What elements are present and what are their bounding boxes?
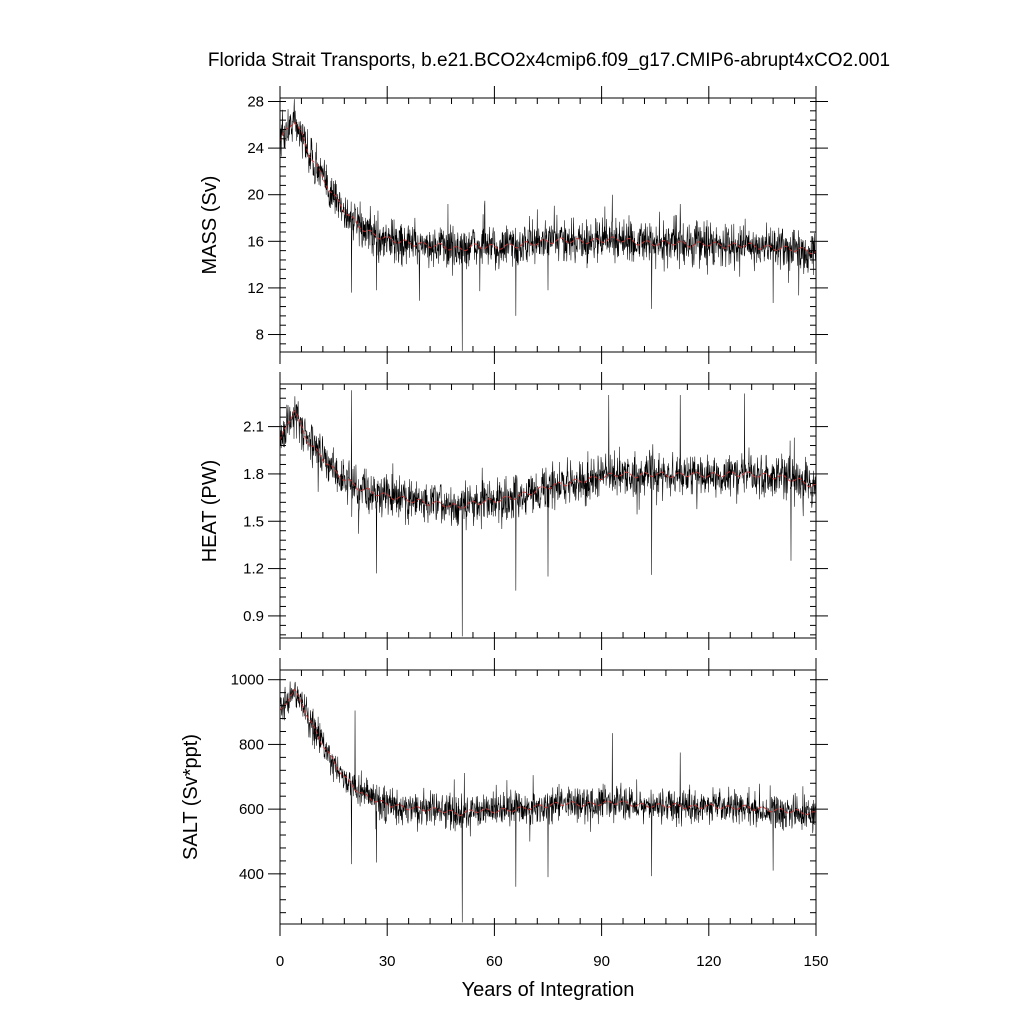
x-tick-label: 0 bbox=[276, 953, 284, 970]
heat-y-tick-label: 1.8 bbox=[243, 466, 264, 483]
heat-monthly-series bbox=[279, 390, 817, 637]
heat-y-tick-label: 1.2 bbox=[243, 561, 264, 578]
x-tick-label: 90 bbox=[593, 953, 610, 970]
salt-y-tick-label: 400 bbox=[239, 866, 264, 883]
x-tick-label: 120 bbox=[696, 953, 721, 970]
salt-panel: SALT (Sv*ppt) 400 600 800 1000 0 30 60 90 120 150 bbox=[180, 658, 829, 970]
mass-y-tick-label: 12 bbox=[247, 280, 264, 297]
x-tick-label: 60 bbox=[486, 953, 503, 970]
heat-panel: HEAT (PW) 0.9 1.2 1.5 1.8 2.1 bbox=[199, 372, 828, 650]
mass-y-tick-label: 20 bbox=[247, 187, 264, 204]
salt-annual-mean-series bbox=[279, 688, 817, 817]
x-tick-label: 30 bbox=[379, 953, 396, 970]
mass-y-axis-label: MASS (Sv) bbox=[199, 176, 221, 275]
salt-y-tick-label: 1000 bbox=[231, 672, 264, 689]
x-axis-label: Years of Integration bbox=[462, 979, 635, 1001]
mass-panel: MASS (Sv) 8 12 16 20 24 28 bbox=[199, 86, 828, 364]
salt-y-tick-label: 600 bbox=[239, 801, 264, 818]
salt-y-axis-label: SALT (Sv*ppt) bbox=[180, 734, 202, 860]
heat-annual-mean-series bbox=[279, 409, 817, 510]
heat-y-axis-label: HEAT (PW) bbox=[199, 460, 221, 563]
mass-y-tick-label: 16 bbox=[247, 233, 264, 250]
mass-y-tick-label: 28 bbox=[247, 93, 264, 110]
salt-monthly-series bbox=[279, 681, 817, 923]
x-tick-label: 150 bbox=[803, 953, 828, 970]
salt-plot-frame bbox=[279, 669, 817, 925]
salt-y-tick-label: 800 bbox=[239, 736, 264, 753]
mass-plot-frame bbox=[279, 97, 817, 353]
heat-plot-frame bbox=[279, 383, 817, 639]
mass-y-tick-label: 24 bbox=[247, 140, 264, 157]
heat-y-tick-label: 1.5 bbox=[243, 513, 264, 530]
mass-y-tick-label: 8 bbox=[256, 327, 264, 344]
chart-title: Florida Strait Transports, b.e21.BCO2x4c… bbox=[208, 50, 890, 71]
mass-annual-mean-series bbox=[279, 121, 817, 255]
heat-y-tick-label: 2.1 bbox=[243, 419, 264, 436]
mass-monthly-series bbox=[279, 99, 817, 351]
heat-y-tick-label: 0.9 bbox=[243, 608, 264, 625]
